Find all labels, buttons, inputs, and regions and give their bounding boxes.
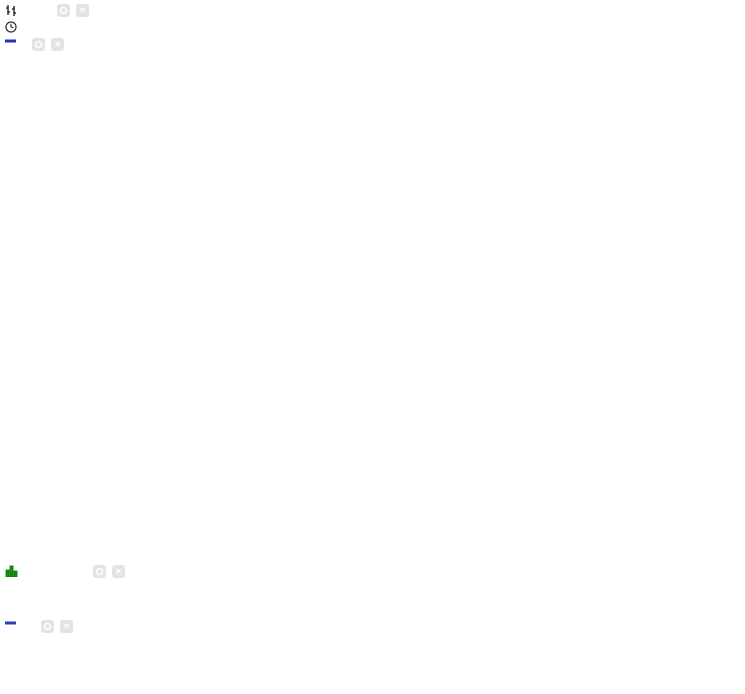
range-legend [5, 21, 23, 33]
ohlc-close [48, 5, 51, 17]
volume-settings-button[interactable] [93, 565, 107, 578]
sma-line-icon [5, 39, 19, 51]
sma-settings-button[interactable] [32, 38, 46, 51]
ohlc-open [27, 5, 30, 17]
macd-close-button[interactable]: ✕ [60, 620, 73, 633]
sma-close-button[interactable]: ✕ [51, 38, 65, 51]
sma-legend: ✕ [5, 38, 65, 51]
ohlc-low [41, 5, 44, 17]
series-close-button[interactable]: ✕ [76, 4, 90, 17]
price-legend: ✕ [5, 4, 90, 17]
macd-legend: ✕ [5, 620, 73, 633]
ohlc-series-icon [5, 5, 19, 17]
volume-legend: ✕ [5, 565, 126, 578]
ohlc-high [34, 5, 37, 17]
macd-line-icon [5, 621, 19, 633]
series-settings-button[interactable] [57, 4, 71, 17]
volume-bars-icon [5, 565, 19, 578]
volume-label [23, 566, 29, 578]
sma-label [23, 39, 26, 51]
clock-icon [5, 21, 19, 33]
volume-close-button[interactable]: ✕ [112, 565, 126, 578]
macd-settings-button[interactable] [41, 620, 54, 633]
